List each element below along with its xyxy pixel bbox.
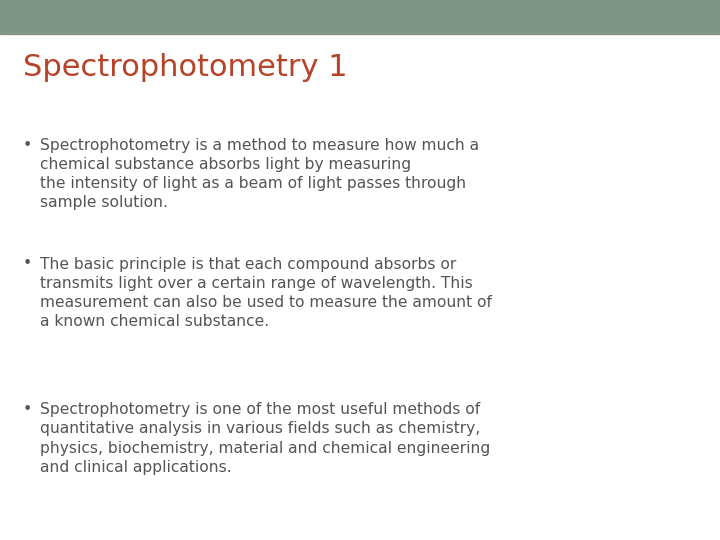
- Text: •: •: [23, 138, 32, 153]
- Text: Spectrophotometry 1: Spectrophotometry 1: [23, 53, 348, 82]
- Text: •: •: [23, 256, 32, 272]
- Text: Spectrophotometry is a method to measure how much a
chemical substance absorbs l: Spectrophotometry is a method to measure…: [40, 138, 479, 210]
- Text: •: •: [23, 402, 32, 417]
- Bar: [0, 0, 720, 34]
- Text: Spectrophotometry is one of the most useful methods of
quantitative analysis in : Spectrophotometry is one of the most use…: [40, 402, 490, 475]
- Text: The basic principle is that each compound absorbs or
transmits light over a cert: The basic principle is that each compoun…: [40, 256, 492, 329]
